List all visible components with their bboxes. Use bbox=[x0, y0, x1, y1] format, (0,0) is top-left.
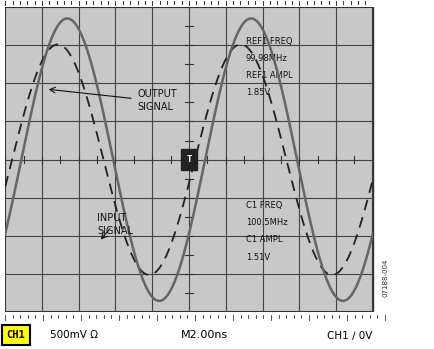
FancyBboxPatch shape bbox=[2, 325, 30, 345]
Text: INPUT
SIGNAL: INPUT SIGNAL bbox=[97, 213, 133, 236]
Text: 1.85V: 1.85V bbox=[245, 88, 270, 97]
Text: CH1 ∕ 0V: CH1 ∕ 0V bbox=[326, 330, 372, 340]
Text: CH1: CH1 bbox=[7, 330, 25, 340]
Text: 07188-004: 07188-004 bbox=[381, 259, 387, 297]
Text: C1 FREQ: C1 FREQ bbox=[245, 201, 282, 210]
Text: 1.51V: 1.51V bbox=[245, 253, 270, 261]
Text: 99.98MHz: 99.98MHz bbox=[245, 54, 287, 63]
Text: 500mV Ω: 500mV Ω bbox=[50, 330, 98, 340]
Text: C1 AMPL: C1 AMPL bbox=[245, 235, 282, 244]
FancyBboxPatch shape bbox=[181, 149, 197, 170]
Text: T: T bbox=[186, 155, 191, 164]
Text: REF1 AMPL: REF1 AMPL bbox=[245, 71, 292, 80]
Text: M2.00ns: M2.00ns bbox=[181, 330, 228, 340]
Text: REF1 FREQ: REF1 FREQ bbox=[245, 37, 292, 46]
Text: OUTPUT
SIGNAL: OUTPUT SIGNAL bbox=[137, 89, 177, 112]
Text: 100.5MHz: 100.5MHz bbox=[245, 218, 287, 227]
